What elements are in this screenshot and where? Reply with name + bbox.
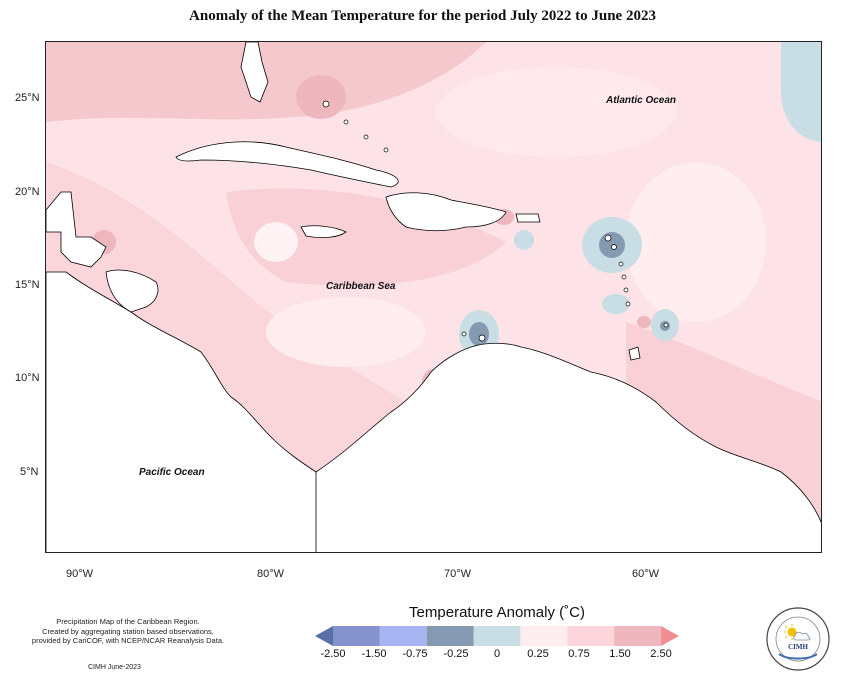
land-florida [240, 42, 269, 103]
land-yucatan [46, 191, 107, 268]
sun-cloud-icon [784, 624, 811, 641]
lat-label-20n: 20°N [15, 186, 40, 198]
atlantic-ocean-label: Atlantic Ocean [606, 95, 677, 106]
credits-line-1: Precipitation Map of the Caribbean Regio… [56, 617, 200, 626]
anomaly-cool-stlucia [602, 294, 630, 314]
map-title: Anomaly of the Mean Temperature for the … [189, 8, 656, 24]
anomaly-light-atlantic [436, 67, 676, 157]
legend-tick-label: 1.50 [609, 648, 631, 660]
credits-date: CIMH June-2023 [88, 664, 141, 671]
lon-label-90w: 90°W [66, 568, 94, 580]
land-cuba [175, 141, 399, 188]
lon-label-70w: 70°W [444, 568, 472, 580]
legend-swatch [520, 626, 568, 646]
anomaly-cool-northeast [781, 42, 821, 142]
lat-label-10n: 10°N [15, 372, 40, 384]
legend-swatch [426, 626, 474, 646]
logo-text: CIMH [788, 643, 808, 651]
legend-title: Temperature Anomaly (˚C) [409, 604, 585, 621]
lat-label-15n: 15°N [15, 279, 40, 291]
lat-label-5n: 5°N [20, 466, 39, 478]
legend-swatch [614, 626, 661, 646]
land-honduras [105, 269, 159, 313]
land-jamaica [300, 225, 347, 239]
legend-tick-label: 0.75 [568, 648, 590, 660]
lat-label-25n: 25°N [15, 92, 40, 104]
legend-tick-label: 2.50 [650, 648, 672, 660]
anomaly-light-east [626, 162, 766, 322]
legend-swatch-max [661, 626, 679, 646]
land-hispaniola [385, 192, 507, 232]
credits-line-3: provided by CariCOF, with NCEP/NCAR Rean… [31, 636, 225, 645]
legend-tick-label: -1.50 [361, 648, 387, 660]
legend-swatch [567, 626, 615, 646]
anomaly-warm-svg-spot [637, 316, 651, 328]
anomaly-cool-curacao-core [469, 322, 489, 346]
legend-color-bar [315, 626, 679, 646]
legend-swatch [379, 626, 427, 646]
map-canvas [46, 42, 821, 552]
legend-tick-label: 0.25 [527, 648, 549, 660]
legend-tick-label: -2.50 [320, 648, 346, 660]
land-small-islands [322, 100, 669, 342]
legend-swatch [333, 626, 380, 646]
pacific-ocean-label: Pacific Ocean [139, 467, 205, 478]
lon-label-60w: 60°W [632, 568, 660, 580]
credits-text: Precipitation Map of the Caribbean Regio… [12, 617, 244, 646]
temperature-anomaly-map: Atlantic Ocean Caribbean Sea Pacific Oce… [45, 41, 822, 553]
legend-tick-label: 0 [493, 648, 501, 660]
legend-tick-label: -0.25 [443, 648, 469, 660]
legend-swatch [473, 626, 521, 646]
anomaly-light-central [266, 297, 426, 367]
anomaly-cool-pr [514, 230, 534, 250]
cimh-logo: CIMH [766, 607, 830, 671]
anomaly-warm-caribbean [226, 188, 506, 286]
land-south-america [315, 342, 821, 552]
legend-swatch-min [315, 626, 333, 646]
anomaly-light-spot [254, 222, 298, 262]
caribbean-sea-label: Caribbean Sea [326, 281, 396, 292]
lon-label-80w: 80°W [257, 568, 285, 580]
anomaly-warm-bahamas [296, 75, 346, 119]
legend-tick-label: -0.75 [402, 648, 428, 660]
land-trinidad [628, 346, 641, 361]
land-puerto-rico [515, 213, 541, 223]
credits-line-2: Created by aggregating station based obs… [42, 626, 214, 636]
